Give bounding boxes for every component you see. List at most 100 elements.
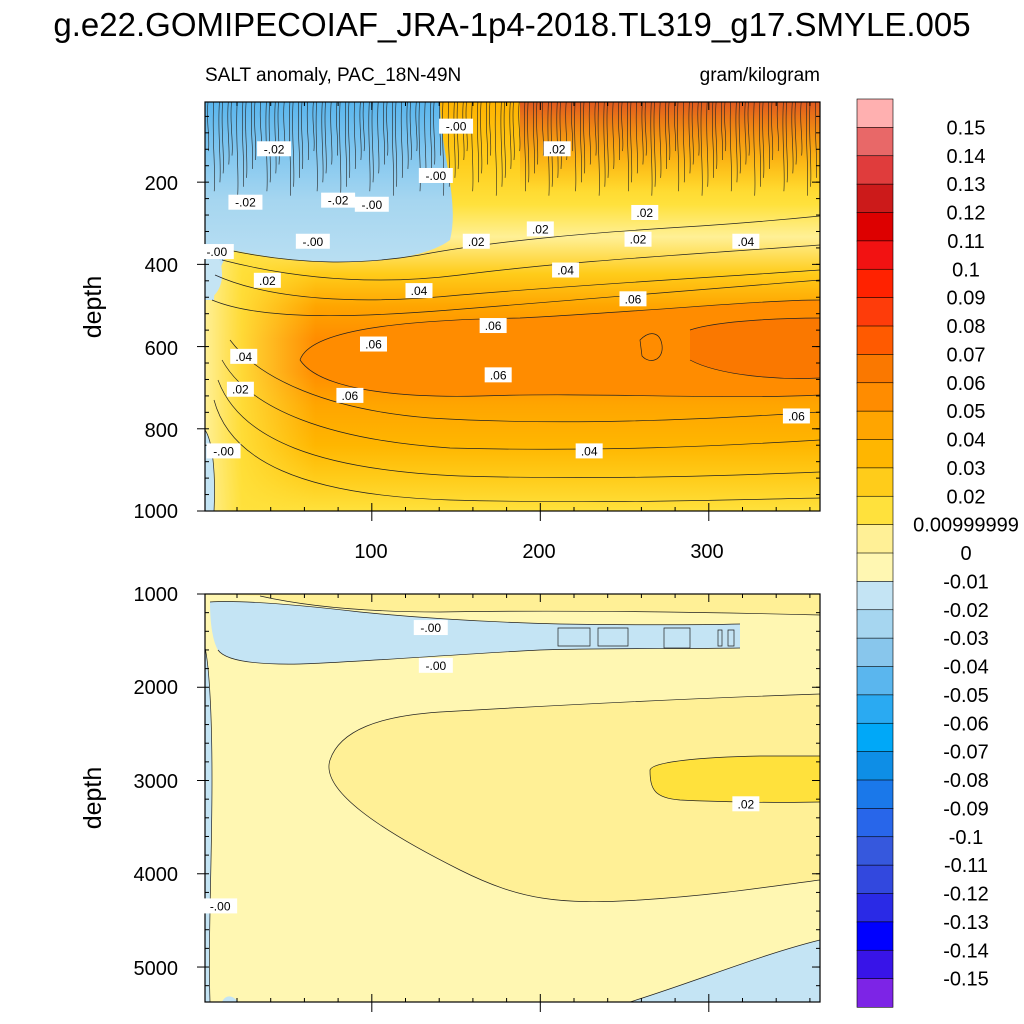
- surface-streak: [630, 102, 633, 183]
- colorbar-label: -0.09: [943, 798, 989, 820]
- colorbar-label: 0.1: [952, 259, 980, 281]
- contour-label: .06: [782, 408, 810, 424]
- contour-label-text: -.00: [210, 899, 231, 913]
- contour-label-box: [405, 283, 433, 299]
- surface-streak: [771, 102, 774, 161]
- colorbar-label: 0.12: [947, 203, 986, 225]
- colorbar-box: [856, 382, 894, 412]
- surface-streak: [524, 102, 527, 192]
- contour-label-box: [462, 233, 490, 249]
- surface-streak: [767, 102, 770, 169]
- contour-label: -.00: [199, 244, 234, 259]
- surface-streak: [207, 102, 210, 152]
- colorbar-box: [856, 552, 894, 582]
- colorbar-box: [856, 921, 894, 951]
- surface-streak: [571, 102, 574, 152]
- surface-streak: [330, 102, 333, 165]
- colorbar-label: 0.02: [947, 486, 986, 508]
- lower-panel: -.00 -.00 .02 -.00 1000 2000 3000 4000 5000…: [79, 584, 821, 1012]
- surface-streak: [744, 102, 747, 165]
- upper-panel: SALT anomaly, PAC_18N-49N gram/kilogram: [79, 65, 821, 563]
- surface-streak: [588, 102, 591, 165]
- contour-label-box: [228, 194, 263, 210]
- surface-streak: [391, 102, 394, 196]
- colorbar-label: -0.07: [943, 742, 989, 764]
- colorbar-box: [856, 467, 894, 497]
- surface-streak: [353, 102, 356, 169]
- colorbar-label: 0.11: [947, 231, 984, 253]
- contour-label: -.00: [206, 443, 241, 459]
- contour-label-text: .02: [532, 222, 549, 236]
- surface-streak: [612, 102, 615, 169]
- colorbar-box: [856, 98, 894, 128]
- contour-label: -.00: [418, 167, 453, 183]
- surface-streak: [603, 102, 606, 187]
- contour-label-text: -.00: [446, 120, 467, 134]
- surface-streak: [618, 102, 621, 161]
- surface-streak: [729, 102, 732, 192]
- surface-streak: [344, 102, 347, 187]
- upper-ylabel: depth: [79, 276, 107, 339]
- upper-subtitle-right: gram/kilogram: [700, 65, 820, 86]
- colorbar-box: [856, 354, 894, 384]
- colorbar-label: -0.12: [943, 884, 989, 906]
- surface-streak: [794, 102, 797, 165]
- surface-streak: [315, 102, 318, 192]
- colorbar-label: -0.08: [943, 770, 989, 792]
- upper-ytick-800: 800: [145, 420, 178, 442]
- surface-streak: [712, 102, 715, 178]
- contour-label-text: -.00: [361, 198, 382, 212]
- contour-label: .06: [619, 291, 647, 307]
- surface-streak: [806, 102, 809, 196]
- surface-streak: [400, 102, 403, 178]
- surface-streak: [430, 102, 433, 174]
- surface-streak: [668, 102, 671, 161]
- colorbar-box: [856, 893, 894, 923]
- surface-streak: [456, 102, 459, 169]
- surface-streak: [621, 102, 624, 152]
- colorbar-box: [856, 268, 894, 299]
- surface-streak: [297, 102, 300, 178]
- contour-label: -.00: [203, 898, 238, 914]
- surface-streak: [583, 102, 586, 174]
- surface-streak: [348, 102, 351, 178]
- colorbar-box: [856, 524, 894, 554]
- colorbar-box: [856, 779, 894, 809]
- surface-streak: [324, 102, 327, 174]
- lower-contour-lines: [205, 595, 820, 1002]
- contour-label: .02: [631, 204, 659, 220]
- colorbar-label: -0.13: [943, 912, 989, 934]
- contour-label-box: [206, 443, 241, 459]
- contour-label-text: .02: [259, 274, 276, 288]
- surface-streak: [212, 102, 215, 192]
- surface-streak: [386, 102, 389, 156]
- lower-ytick-2000: 2000: [134, 677, 179, 699]
- colorbar-box: [856, 297, 894, 327]
- contour-label-text: -.02: [235, 196, 256, 210]
- contour-label: .04: [732, 233, 760, 249]
- surface-streak: [362, 102, 365, 152]
- surface-streak: [442, 102, 445, 196]
- upper-field: [205, 102, 820, 511]
- surface-streak: [274, 102, 277, 174]
- lower-ytick-4000: 4000: [134, 864, 179, 886]
- contour-label: -.02: [228, 194, 263, 210]
- contour-label: .02: [226, 381, 254, 397]
- contour-label-text: -.00: [425, 169, 446, 183]
- colorbar-box: [856, 722, 894, 753]
- lower-left-blue-column: [205, 648, 212, 1002]
- colorbar-boxes: [856, 98, 894, 1008]
- surface-streak: [691, 102, 694, 165]
- upper-xtick-100: 100: [354, 541, 387, 563]
- colorbar-box: [856, 609, 894, 639]
- lower-top-strip: [205, 594, 820, 615]
- surface-streak: [250, 102, 253, 169]
- contour-label: .04: [575, 443, 603, 459]
- surface-streak: [747, 102, 750, 156]
- surface-streak: [659, 102, 662, 178]
- colorbar-box: [856, 127, 894, 157]
- lower-deep-core: [650, 756, 820, 803]
- contour-label-text: .04: [235, 350, 252, 364]
- lower-blue-band: [210, 601, 740, 665]
- upper-ytick-400: 400: [145, 255, 178, 277]
